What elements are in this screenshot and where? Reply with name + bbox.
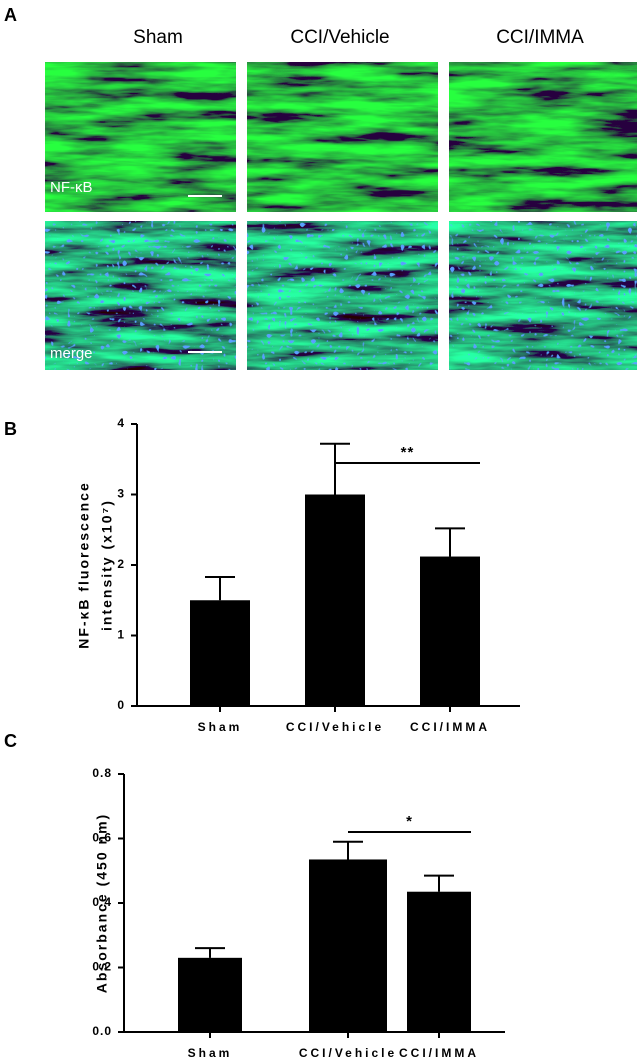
bar [420, 556, 480, 706]
error-bar [435, 527, 465, 557]
micrograph [45, 62, 236, 212]
x-tick-label: Sham [188, 1046, 233, 1060]
y-axis-label: intensity (x10⁷) [99, 499, 115, 631]
micrograph [45, 221, 236, 370]
y-tick-label: 2 [117, 557, 125, 571]
micrograph [247, 221, 438, 370]
y-tick-label: 0.6 [92, 831, 112, 845]
error-bar [424, 874, 454, 892]
bar [309, 859, 387, 1032]
row-label: NF-κB [50, 179, 93, 196]
y-tick-label: 1 [117, 628, 125, 642]
panel-label: C [4, 731, 17, 751]
y-tick-label: 0 [117, 698, 125, 712]
significance-label: * [406, 813, 413, 830]
y-axis-label: NF-κB fluorescence [76, 481, 92, 649]
column-label: CCI/Vehicle [290, 27, 389, 48]
error-bar [195, 947, 225, 958]
y-tick-label: 0.0 [92, 1024, 112, 1038]
x-tick-label: CCI/Vehicle [299, 1046, 397, 1060]
bar [190, 600, 250, 706]
micrograph [449, 62, 637, 212]
y-tick-label: 4 [117, 416, 125, 430]
y-tick-label: 3 [117, 487, 125, 501]
error-bar [320, 442, 350, 495]
micrograph [449, 221, 637, 370]
bar [407, 891, 471, 1032]
row-label: merge [50, 345, 93, 362]
bar [305, 494, 365, 706]
y-tick-label: 0.2 [92, 960, 112, 974]
y-axis-label: Absorbance (450 nm) [94, 813, 110, 993]
x-tick-label: CCI/IMMA [399, 1046, 479, 1060]
column-label: Sham [133, 27, 183, 48]
column-label: CCI/IMMA [496, 27, 584, 48]
panel-label: B [4, 419, 17, 439]
significance-label: ** [401, 444, 415, 461]
x-tick-label: CCI/Vehicle [286, 720, 384, 734]
micrograph-grid: NF-κB merge [45, 62, 637, 370]
error-bar [333, 840, 363, 860]
x-tick-label: CCI/IMMA [410, 720, 490, 734]
x-tick-label: Sham [198, 720, 243, 734]
bar [178, 957, 242, 1032]
y-tick-label: 0.4 [92, 895, 112, 909]
error-bar [205, 575, 235, 601]
micrograph [247, 62, 438, 212]
panel-label: A [4, 5, 17, 25]
y-tick-label: 0.8 [92, 766, 112, 780]
